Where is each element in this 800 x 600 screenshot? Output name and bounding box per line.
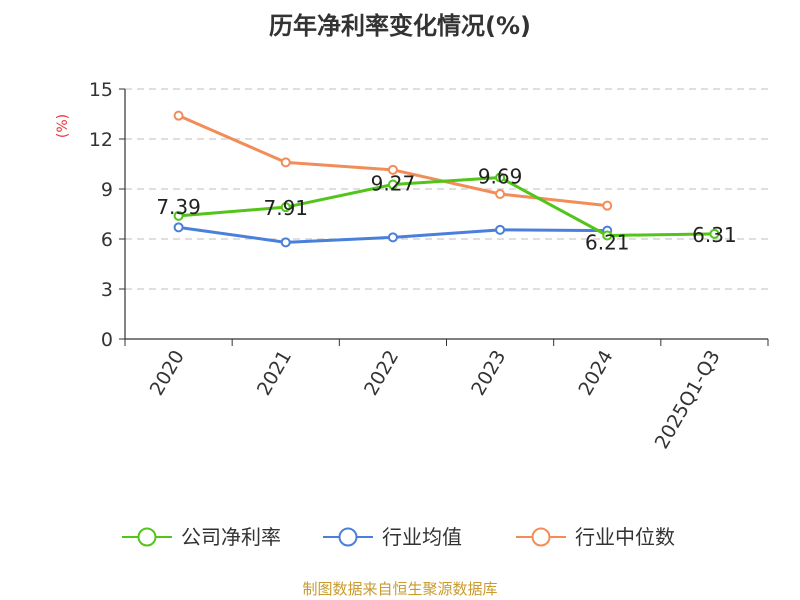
data-point xyxy=(173,222,184,233)
data-source-note: 制图数据来自恒生聚源数据库 xyxy=(302,580,498,598)
chart-title: 历年净利率变化情况(%) xyxy=(269,12,531,40)
y-tick-label: 12 xyxy=(89,129,113,151)
data-point xyxy=(495,224,506,235)
y-tick-label: 3 xyxy=(101,279,113,301)
data-point xyxy=(387,164,398,175)
legend-label: 行业均值 xyxy=(382,525,462,549)
y-tick-label: 9 xyxy=(101,179,113,201)
data-label: 7.91 xyxy=(263,196,308,220)
legend-label: 公司净利率 xyxy=(181,525,281,549)
x-tick-label: 2020 xyxy=(146,347,189,400)
y-axis-label: (%) xyxy=(55,114,71,138)
data-label: 9.27 xyxy=(371,172,416,196)
data-label: 6.21 xyxy=(585,231,630,255)
legend-marker xyxy=(531,527,551,547)
data-point xyxy=(495,172,506,183)
y-tick-label: 0 xyxy=(101,329,113,351)
data-point xyxy=(602,230,613,241)
x-tick-label: 2025Q1-Q3 xyxy=(651,347,725,453)
legend-marker xyxy=(338,527,358,547)
x-tick-label: 2021 xyxy=(253,347,296,400)
legend-marker xyxy=(137,527,157,547)
data-point xyxy=(173,210,184,221)
data-point xyxy=(280,202,291,213)
data-point xyxy=(387,232,398,243)
series-line xyxy=(178,176,715,237)
y-tick-label: 15 xyxy=(89,79,113,101)
x-tick-label: 2024 xyxy=(574,347,617,400)
data-label: 9.69 xyxy=(478,165,523,189)
data-point xyxy=(173,110,184,121)
y-tick-label: 6 xyxy=(101,229,113,251)
data-label: 6.31 xyxy=(692,223,737,247)
x-tick-label: 2022 xyxy=(360,347,403,400)
data-point xyxy=(602,200,613,211)
data-point xyxy=(387,179,398,190)
x-tick-label: 2023 xyxy=(467,347,510,400)
data-point xyxy=(280,157,291,168)
data-point xyxy=(709,228,720,239)
data-point xyxy=(495,189,506,199)
data-point xyxy=(280,237,291,248)
legend-label: 行业中位数 xyxy=(575,525,675,549)
data-label: 7.39 xyxy=(156,195,201,219)
